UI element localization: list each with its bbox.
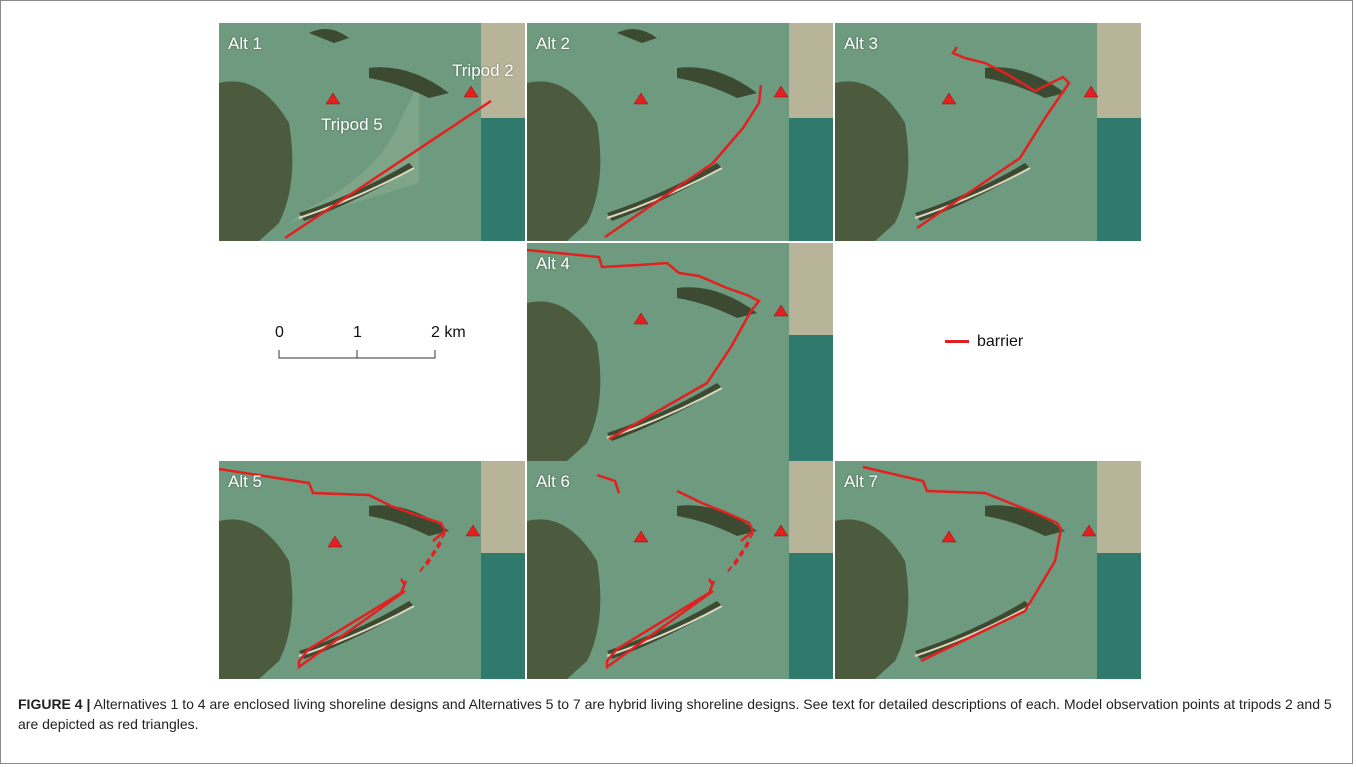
tripod-2-label: Tripod 2 [452,61,514,80]
tripod-5-label: Tripod 5 [321,115,383,134]
scale-bar-line [278,350,436,359]
panel-alt-2: Alt 2 [527,23,833,241]
figure-number: FIGURE 4 | [18,696,91,712]
satellite-map [835,23,1141,241]
panel-label: Alt 3 [844,34,879,53]
scale-tick-1: 1 [353,324,362,341]
panel-alt-7: Alt 7 [835,461,1141,679]
legend: barrier [945,333,1023,351]
panel-label: Alt 2 [536,34,571,53]
panel-alt-1: Alt 1 Tripod 2 Tripod 5 [219,23,525,241]
satellite-map [527,243,833,461]
panel-label: Alt 6 [536,472,571,491]
legend-barrier-swatch [945,340,969,344]
satellite-map [527,23,833,241]
panel-label: Alt 5 [228,472,263,491]
figure-caption: FIGURE 4 | Alternatives 1 to 4 are enclo… [18,694,1338,734]
satellite-map [527,461,833,679]
panel-alt-3: Alt 3 [835,23,1141,241]
panel-alt-5: Alt 5 [219,461,525,679]
panel-label: Alt 7 [844,472,879,491]
panel-alt-4: Alt 4 [527,243,833,461]
panel-label: Alt 4 [536,254,571,273]
satellite-map [219,461,525,679]
satellite-map [219,23,525,241]
scale-tick-0: 0 [275,324,284,341]
scale-bar: 0 1 2 km [271,324,471,374]
satellite-map [835,461,1141,679]
scale-tick-2: 2 km [431,324,466,341]
panel-label: Alt 1 [228,34,263,53]
panel-alt-6: Alt 6 [527,461,833,679]
legend-barrier-label: barrier [977,333,1024,350]
caption-text: Alternatives 1 to 4 are enclosed living … [18,696,1332,732]
